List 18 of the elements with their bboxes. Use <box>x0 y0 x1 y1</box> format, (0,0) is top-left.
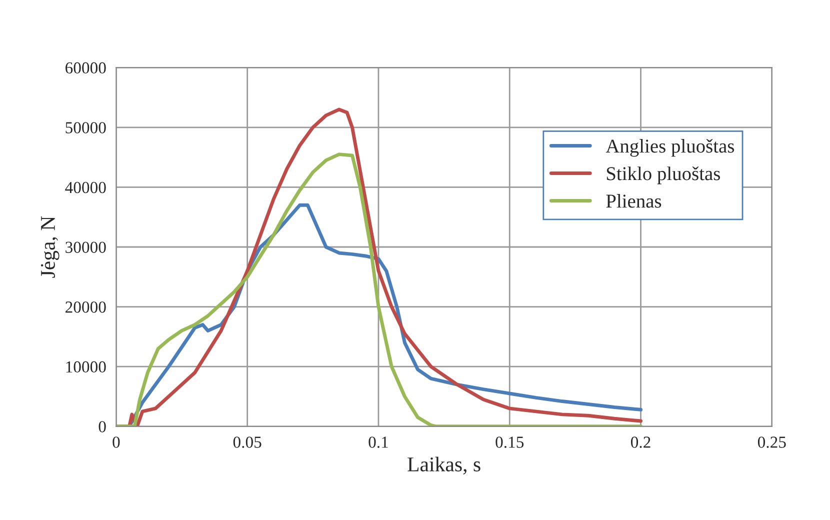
x-tick-label: 0.1 <box>368 436 388 448</box>
y-tick-label: 60000 <box>66 62 106 74</box>
y-tick-label: 10000 <box>66 361 106 373</box>
y-tick-label: 0 <box>98 421 106 432</box>
x-tick-label: 0 <box>112 436 120 448</box>
y-tick-label: 40000 <box>65 182 106 194</box>
y-tick-label: 50000 <box>66 122 106 134</box>
legend-label: Anglies pluoštas <box>606 139 734 157</box>
x-tick-label: 0.25 <box>758 436 786 448</box>
x-tick-label: 0.15 <box>496 436 524 448</box>
legend-label: Plienas <box>606 194 662 208</box>
legend-label: Stiklo pluoštas <box>606 166 720 184</box>
y-axis-title: Jėga, N <box>40 216 60 278</box>
x-axis-title: Laikas, s <box>408 456 480 474</box>
x-tick-label: 0.05 <box>233 436 262 448</box>
y-tick-label: 20000 <box>66 302 106 313</box>
x-tick-label: 0.2 <box>630 436 650 448</box>
y-tick-label: 30000 <box>66 242 106 253</box>
